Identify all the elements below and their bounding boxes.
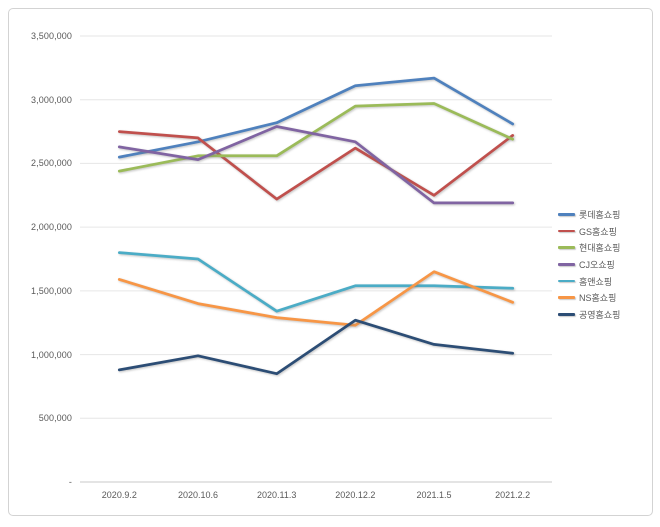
- series-line-5: [117, 270, 515, 327]
- series-line-1: [117, 130, 515, 201]
- x-tick-label: 2021.2.2: [495, 490, 531, 500]
- series-line-4: [117, 251, 515, 313]
- legend-item-2: 현대홈쇼핑: [558, 239, 620, 256]
- legend-label: CJ오쇼핑: [579, 259, 615, 270]
- series-line-6: [117, 318, 515, 376]
- y-tick-label: 1,000,000: [31, 349, 72, 360]
- x-tick-label: 2020.10.6: [177, 490, 219, 500]
- legend-item-5: NS홈쇼핑: [558, 289, 620, 306]
- y-tick-label: 500,000: [38, 413, 72, 424]
- y-tick-label: 2,500,000: [31, 158, 72, 169]
- legend-line-swatch: [558, 229, 575, 233]
- legend-line-swatch: [558, 263, 575, 266]
- x-tick-label: 2021.1.5: [416, 490, 452, 500]
- x-tick-label: 2020.12.2: [335, 490, 376, 500]
- legend-line-swatch: [558, 213, 575, 216]
- legend-label: NS홈쇼핑: [579, 293, 617, 304]
- legend-line-swatch: [558, 246, 575, 250]
- legend-item-4: 홈앤쇼핑: [558, 273, 620, 290]
- y-tick-label: 2,000,000: [31, 222, 72, 233]
- chart-frame: - 500,000 1,000,000 1,500,000 2,000,000 2,500…: [8, 8, 653, 516]
- legend-line-swatch: [558, 279, 575, 283]
- legend-item-0: 롯데홈쇼핑: [558, 206, 620, 223]
- legend-label: 공영홈쇼핑: [579, 309, 621, 320]
- legend-item-6: 공영홈쇼핑: [558, 306, 620, 323]
- x-tick-label: 2020.11.3: [256, 490, 297, 500]
- legend-label: 롯데홈쇼핑: [579, 209, 621, 220]
- y-tick-label: 3,500,000: [31, 31, 72, 41]
- legend-line-swatch: [558, 313, 575, 316]
- y-tick-label: 1,500,000: [31, 285, 72, 296]
- series-line-0: [117, 76, 515, 159]
- legend-item-1: GS홈쇼핑: [558, 223, 620, 240]
- legend-label: GS홈쇼핑: [579, 226, 617, 237]
- legend-label: 현대홈쇼핑: [579, 243, 621, 254]
- legend-line-swatch: [558, 296, 575, 300]
- y-tick-label: 3,000,000: [31, 94, 72, 105]
- legend-label: 홈앤쇼핑: [579, 276, 613, 287]
- legend-item-3: CJ오쇼핑: [558, 256, 620, 273]
- y-tick-label: -: [68, 477, 72, 487]
- series-line-3: [117, 125, 515, 205]
- x-tick-label: 2020.9.2: [101, 490, 137, 500]
